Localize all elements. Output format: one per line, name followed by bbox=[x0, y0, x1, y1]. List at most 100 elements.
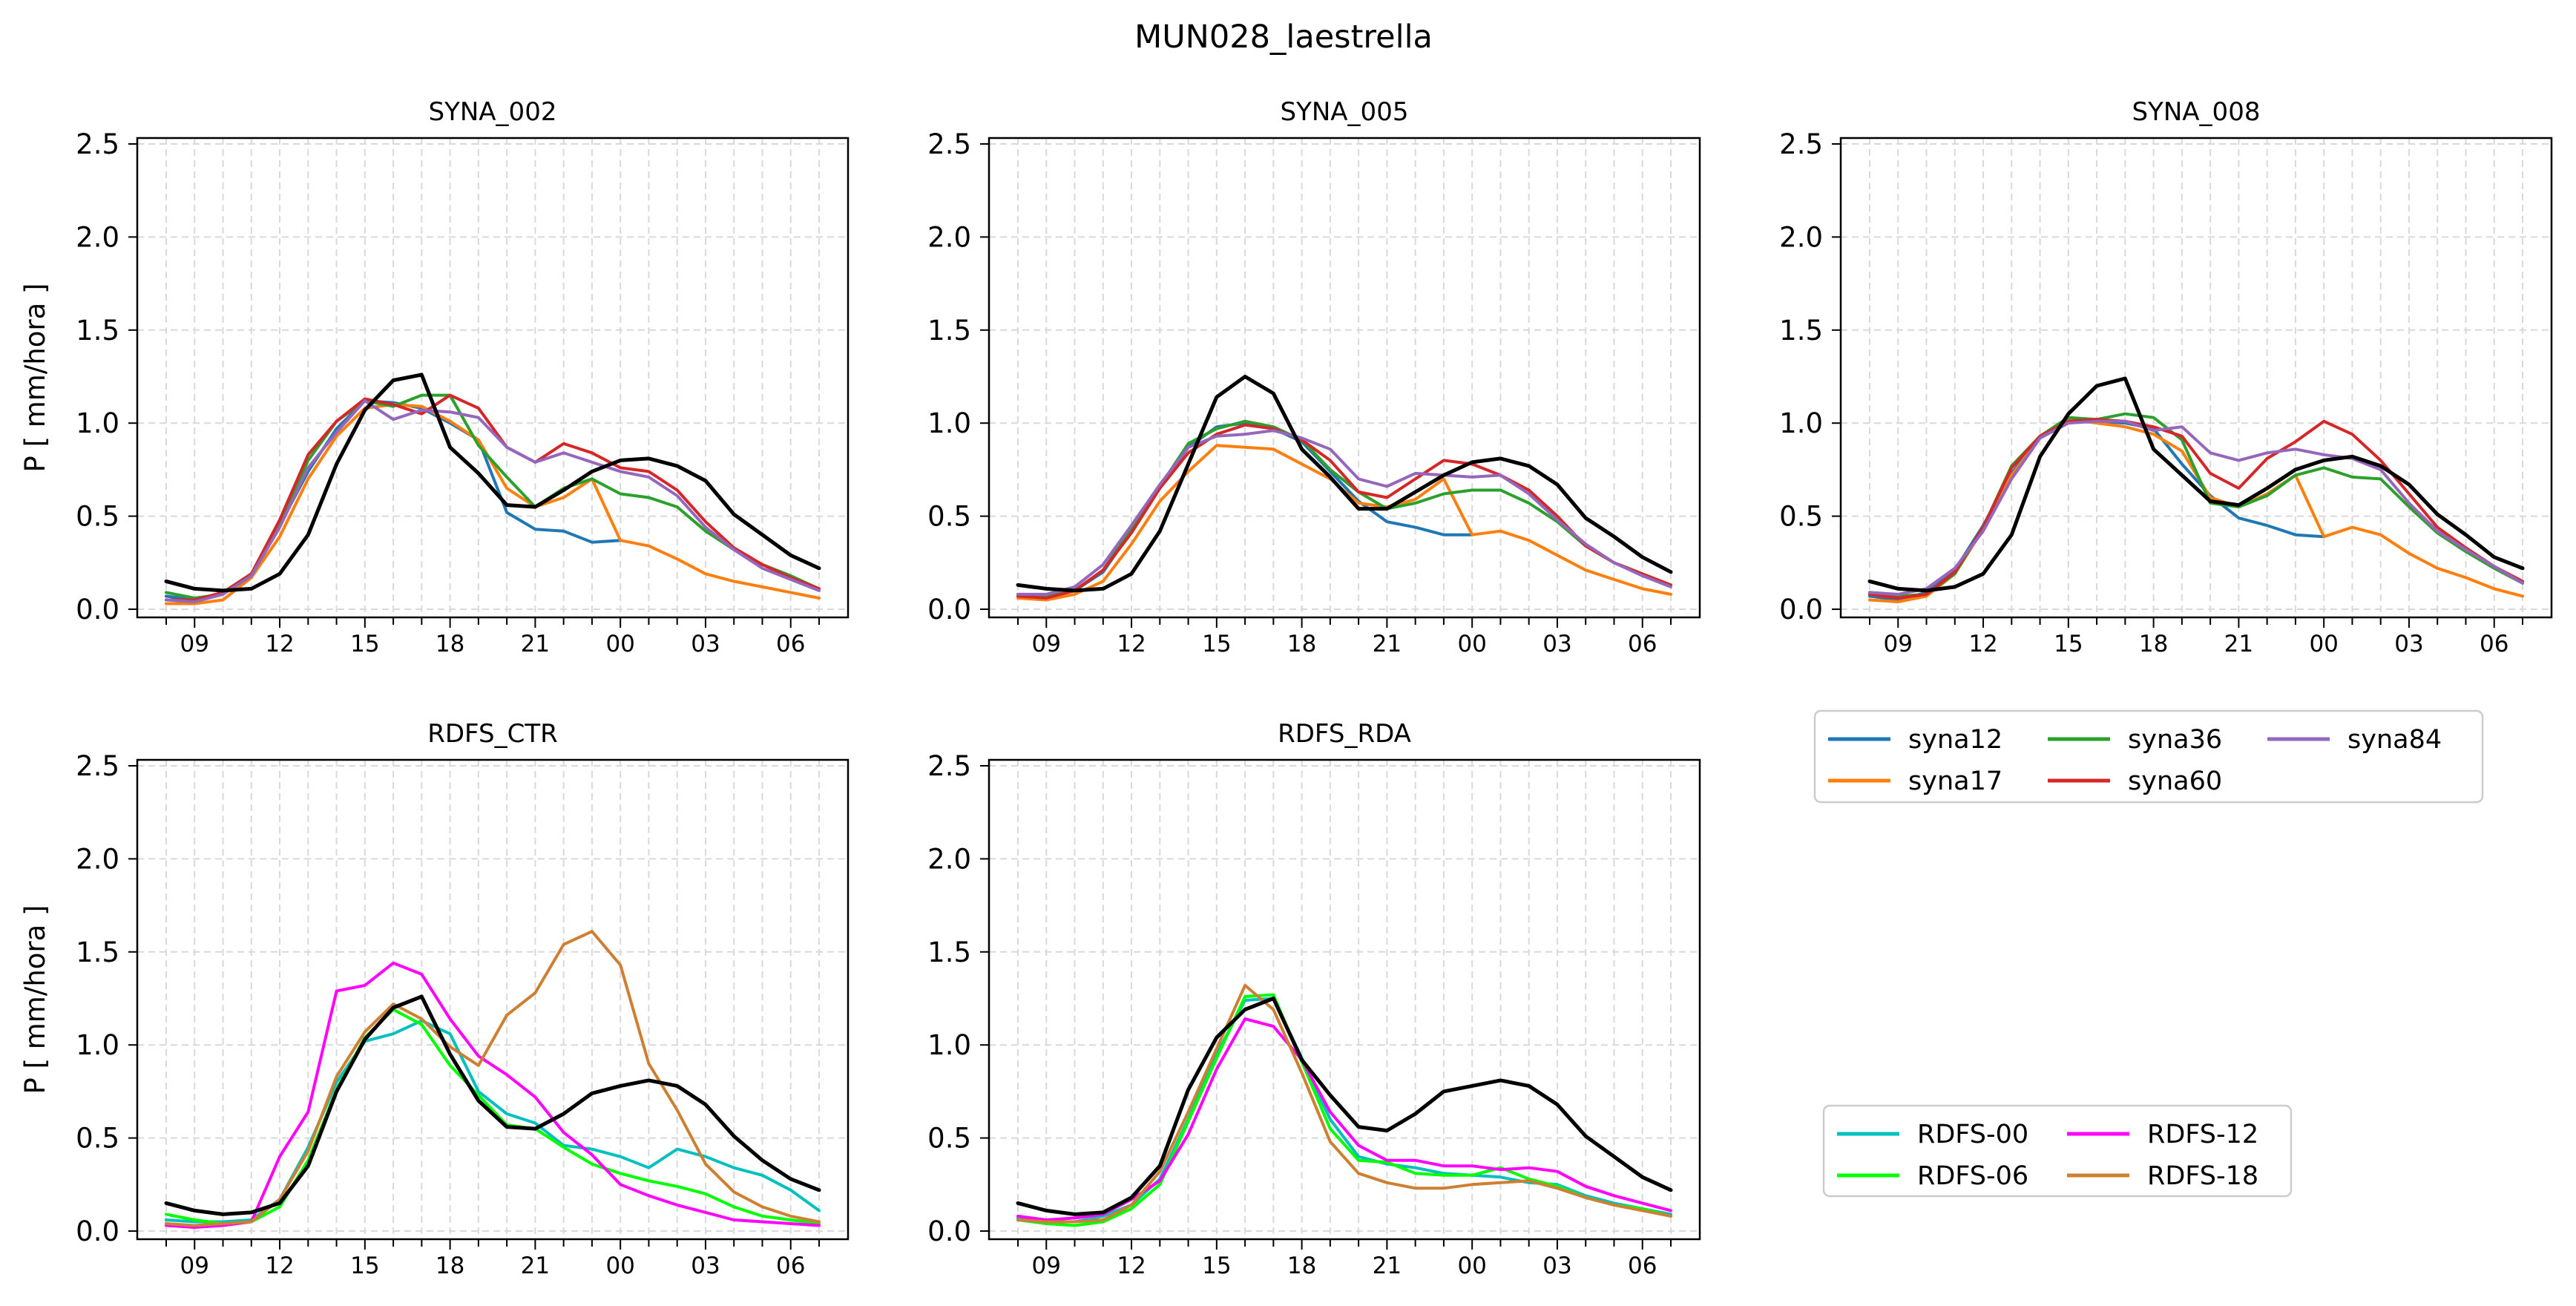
y-tick-label: 0.0 bbox=[1779, 594, 1823, 626]
horizontal-gridlines bbox=[137, 143, 848, 610]
series-lines bbox=[164, 930, 821, 1229]
x-tick-label: 21 bbox=[1373, 1253, 1402, 1279]
legend-label: RDFS-06 bbox=[1917, 1161, 2028, 1191]
y-tick-label: 1.5 bbox=[1779, 315, 1823, 347]
series-line-syna84 bbox=[165, 399, 821, 603]
series-line-rdfs-18 bbox=[1016, 983, 1672, 1224]
y-tick-label: 2.5 bbox=[927, 750, 971, 782]
x-axis-ticks: 09 12 15 18 21 00 03 06 bbox=[165, 617, 820, 657]
figure-title: MUN028_laestrella bbox=[1134, 19, 1433, 56]
x-tick-label: 15 bbox=[350, 1253, 379, 1279]
subplot-title: SYNA_005 bbox=[1281, 97, 1409, 127]
series-line-syna60 bbox=[1868, 418, 2524, 600]
legend-label: syna36 bbox=[2128, 725, 2222, 755]
y-tick-label: 0.5 bbox=[927, 501, 971, 533]
horizontal-gridlines bbox=[989, 143, 1700, 610]
horizontal-gridlines bbox=[1841, 143, 2552, 610]
y-tick-label: 1.5 bbox=[76, 315, 119, 347]
y-tick-label: 1.0 bbox=[1779, 407, 1823, 439]
legend-item-rdfs-06: RDFS-06 bbox=[1837, 1161, 2028, 1191]
y-tick-label: 0.5 bbox=[927, 1123, 971, 1155]
series-line-rdfs-12 bbox=[165, 961, 821, 1229]
x-tick-label: 03 bbox=[1542, 631, 1571, 657]
legend-label: syna60 bbox=[2128, 767, 2222, 796]
x-tick-label: 12 bbox=[265, 1253, 294, 1279]
series-line-observed bbox=[1867, 376, 2525, 593]
y-axis-ticks: 0.0 0.5 1.0 1.5 2.0 2.5 bbox=[76, 750, 137, 1247]
x-axis-ticks: 09 12 15 18 21 00 03 06 bbox=[1017, 1239, 1672, 1279]
x-tick-label: 06 bbox=[776, 631, 805, 657]
legend-label: RDFS-00 bbox=[1917, 1120, 2028, 1149]
plot-area bbox=[989, 138, 1700, 617]
legend-label: RDFS-12 bbox=[2147, 1120, 2258, 1149]
vertical-gridlines bbox=[1869, 138, 2523, 617]
y-tick-label: 1.5 bbox=[927, 315, 971, 347]
series-line-observed bbox=[164, 994, 821, 1216]
y-tick-label: 2.0 bbox=[76, 221, 119, 253]
y-axis-ticks: 0.0 0.5 1.0 1.5 2.0 2.5 bbox=[1779, 128, 1841, 626]
x-tick-label: 03 bbox=[691, 631, 720, 657]
x-tick-label: 09 bbox=[180, 1253, 209, 1279]
x-tick-label: 00 bbox=[1457, 631, 1486, 657]
legend-label: syna17 bbox=[1908, 767, 2002, 796]
y-tick-label: 2.0 bbox=[927, 221, 971, 253]
horizontal-gridlines bbox=[989, 765, 1700, 1232]
x-tick-label: 18 bbox=[436, 1253, 464, 1279]
x-tick-label: 06 bbox=[2480, 631, 2508, 657]
series-lines bbox=[164, 373, 821, 606]
x-tick-label: 00 bbox=[1457, 1253, 1486, 1279]
x-tick-label: 21 bbox=[521, 1253, 550, 1279]
x-tick-label: 12 bbox=[265, 631, 294, 657]
legend-item-rdfs-12: RDFS-12 bbox=[2067, 1120, 2258, 1149]
x-tick-label: 21 bbox=[521, 631, 550, 657]
y-tick-label: 2.0 bbox=[76, 843, 119, 875]
y-axis-ticks: 0.0 0.5 1.0 1.5 2.0 2.5 bbox=[927, 128, 989, 626]
y-tick-label: 1.0 bbox=[927, 407, 971, 439]
series-lines bbox=[1867, 376, 2525, 603]
plot-frame bbox=[136, 758, 850, 1241]
x-tick-label: 15 bbox=[1202, 631, 1231, 657]
legend-item-syna17: syna17 bbox=[1828, 767, 2002, 796]
y-axis-ticks: 0.0 0.5 1.0 1.5 2.0 2.5 bbox=[927, 750, 989, 1247]
plot-frame bbox=[988, 758, 1701, 1241]
plot-area bbox=[989, 760, 1700, 1239]
y-tick-label: 1.5 bbox=[927, 936, 971, 968]
x-tick-label: 06 bbox=[1628, 1253, 1657, 1279]
y-tick-label: 2.5 bbox=[1779, 128, 1823, 160]
subplots: 09 12 15 18 21 00 03 06 0.0 0.5 1.0 1.5 2.0 2.5 SYNA_0… bbox=[19, 97, 2553, 1279]
series-line-syna84 bbox=[1016, 429, 1672, 596]
y-tick-label: 0.5 bbox=[1779, 501, 1823, 533]
x-axis-ticks: 09 12 15 18 21 00 03 06 bbox=[1869, 617, 2523, 657]
x-tick-label: 18 bbox=[1287, 1253, 1316, 1279]
series-line-syna17 bbox=[165, 403, 821, 606]
legend-label: syna12 bbox=[1908, 725, 2002, 755]
y-axis-label: P [ mm/hora ] bbox=[19, 905, 51, 1095]
legend-rdfs: RDFS-00 RDFS-06 RDFS-12 RDFS-18 bbox=[1822, 1104, 2293, 1198]
series-line-observed bbox=[1016, 997, 1673, 1216]
x-tick-label: 15 bbox=[1202, 1253, 1231, 1279]
horizontal-gridlines bbox=[137, 765, 848, 1232]
y-tick-label: 0.5 bbox=[76, 1123, 119, 1155]
y-tick-label: 0.5 bbox=[76, 501, 119, 533]
y-axis-ticks: 0.0 0.5 1.0 1.5 2.0 2.5 bbox=[76, 128, 137, 626]
subplot-4: 09 12 15 18 21 00 03 06 0.0 0.5 1.0 1.5 2.0 2.5 RDFS_R… bbox=[927, 719, 1701, 1279]
legend-item-syna60: syna60 bbox=[2048, 767, 2222, 796]
subplot-title: SYNA_002 bbox=[429, 97, 557, 127]
series-line-syna60 bbox=[1016, 423, 1672, 600]
legend-syna: syna12 syna17 syna36 syna60 syna84 bbox=[1813, 709, 2484, 804]
x-tick-label: 03 bbox=[2394, 631, 2423, 657]
x-tick-label: 03 bbox=[691, 1253, 720, 1279]
series-lines bbox=[1016, 983, 1673, 1227]
legend-frame bbox=[1813, 709, 2484, 804]
legend-item-syna12: syna12 bbox=[1828, 725, 2002, 755]
legend-frame bbox=[1822, 1104, 2293, 1198]
plot-area bbox=[1841, 138, 2552, 617]
x-tick-label: 09 bbox=[1032, 631, 1061, 657]
y-tick-label: 0.0 bbox=[76, 594, 119, 626]
subplot-title: RDFS_CTR bbox=[427, 719, 557, 749]
y-tick-label: 2.5 bbox=[76, 750, 119, 782]
plot-area bbox=[137, 760, 848, 1239]
y-tick-label: 0.0 bbox=[927, 594, 971, 626]
x-tick-label: 12 bbox=[1117, 1253, 1146, 1279]
